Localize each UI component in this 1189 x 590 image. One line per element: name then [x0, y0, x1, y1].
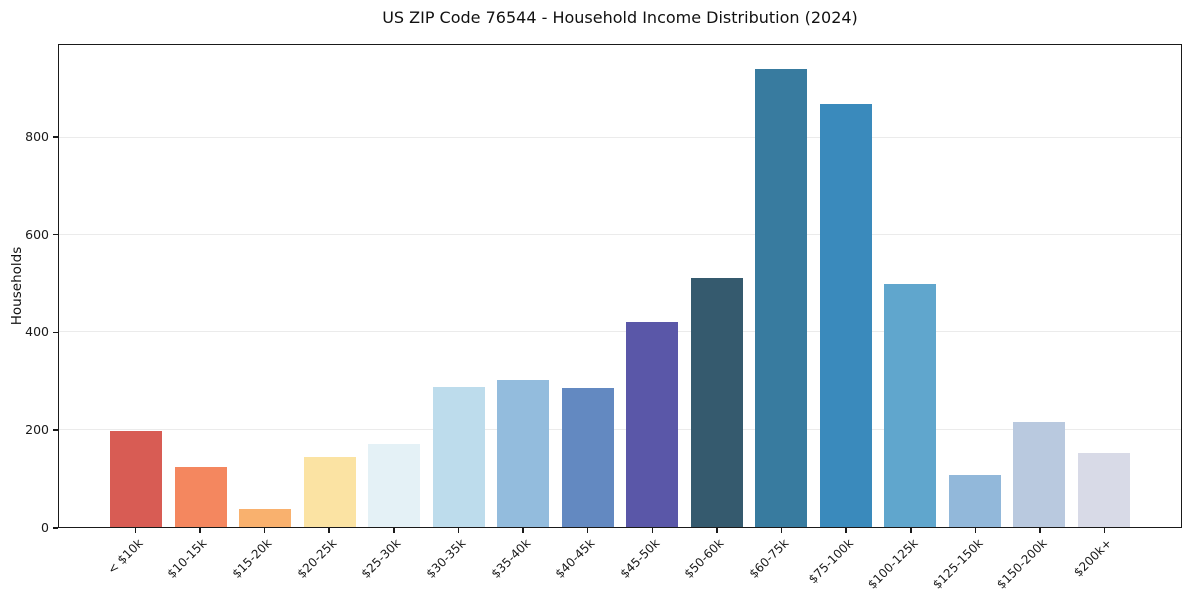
- bar: [432, 386, 485, 527]
- bar-slot: [427, 45, 492, 527]
- gridline: [59, 428, 1181, 430]
- x-tick-mark: [910, 528, 912, 533]
- x-tick-label: $60-75k: [746, 536, 792, 581]
- plot-area: [58, 44, 1182, 528]
- bar-slot: [1007, 45, 1072, 527]
- bar: [110, 431, 163, 527]
- bar-slot: [491, 45, 556, 527]
- bar: [561, 388, 614, 527]
- x-tick-label: $100-125k: [865, 536, 921, 590]
- bar-slot: [943, 45, 1008, 527]
- x-tick-label: $45-50k: [617, 536, 663, 581]
- x-tick-label: $15-20k: [229, 536, 275, 581]
- bar: [303, 456, 356, 527]
- bar: [497, 380, 550, 527]
- bar: [819, 103, 872, 527]
- y-tick-label: 400: [25, 324, 49, 340]
- gridline: [59, 136, 1181, 138]
- bar: [690, 278, 743, 527]
- y-tick-label: 200: [25, 422, 49, 438]
- x-tick-label: $125-150k: [929, 536, 986, 590]
- bar-slot: [298, 45, 363, 527]
- bar-slot: [169, 45, 234, 527]
- gridline: [59, 331, 1181, 333]
- x-tick-label: $75-100k: [805, 536, 857, 587]
- x-tick-mark: [780, 528, 783, 533]
- y-tick-mark: [53, 136, 58, 138]
- bar-slot: [878, 45, 943, 527]
- x-tick-label: $50-60k: [681, 536, 727, 581]
- bar: [948, 475, 1001, 527]
- y-tick-label: 800: [25, 128, 49, 144]
- x-tick-label: $200k+: [1071, 536, 1115, 580]
- bar: [1013, 422, 1066, 527]
- x-tick-label: $20-25k: [294, 536, 340, 581]
- x-tick-mark: [1039, 528, 1041, 533]
- x-tick-label: $40-45k: [552, 536, 598, 581]
- bar: [1077, 452, 1130, 527]
- bar: [174, 466, 227, 527]
- bar: [755, 68, 808, 527]
- gridline: [59, 233, 1181, 235]
- x-tick-mark: [716, 528, 718, 533]
- bar-slot: [556, 45, 621, 527]
- bar: [368, 443, 421, 527]
- x-tick-mark: [522, 528, 524, 533]
- bar-slot: [233, 45, 298, 527]
- y-tick-label: 600: [25, 226, 49, 242]
- x-tick-label: < $10k: [104, 536, 146, 577]
- x-tick-mark: [845, 528, 847, 533]
- bar-slot: [1072, 45, 1137, 527]
- x-tick-label: $10-15k: [164, 536, 210, 581]
- x-tick-mark: [586, 528, 589, 533]
- bar: [884, 283, 937, 527]
- x-tick-mark: [974, 528, 977, 533]
- bar-slot: [685, 45, 750, 527]
- y-tick-mark: [53, 429, 58, 431]
- x-tick-mark: [263, 528, 266, 533]
- x-tick-mark: [393, 528, 395, 533]
- bar-slot: [749, 45, 814, 527]
- x-tick-label: $25-30k: [358, 536, 404, 581]
- x-tick-label: $35-40k: [488, 536, 533, 581]
- bar-slot: [362, 45, 427, 527]
- bar-slot: [620, 45, 685, 527]
- y-tick-mark: [53, 331, 58, 334]
- y-tick-mark: [53, 527, 58, 529]
- bar-slot: [104, 45, 169, 527]
- bar-slot: [814, 45, 879, 527]
- x-tick-label: $150-200k: [994, 536, 1050, 590]
- x-tick-mark: [199, 528, 201, 533]
- x-tick-mark: [457, 528, 460, 533]
- bar: [626, 322, 679, 527]
- y-tick-label: 0: [41, 520, 49, 535]
- x-tick-label: $30-35k: [423, 536, 469, 581]
- bar-series: [59, 45, 1181, 527]
- bar: [239, 508, 292, 527]
- chart-title: US ZIP Code 76544 - Household Income Dis…: [382, 8, 858, 27]
- x-tick-mark: [134, 528, 137, 533]
- y-axis-label: Households: [9, 246, 25, 326]
- y-tick-mark: [53, 233, 58, 236]
- x-tick-mark: [328, 528, 330, 533]
- x-tick-mark: [1103, 528, 1106, 533]
- x-tick-mark: [651, 528, 654, 533]
